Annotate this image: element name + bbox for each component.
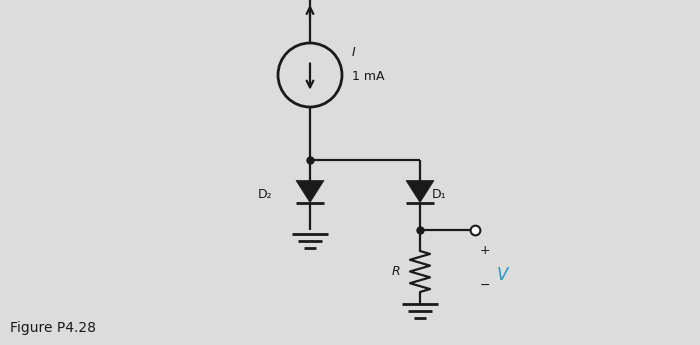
Text: I: I [352, 47, 356, 59]
Text: R: R [391, 265, 400, 278]
Text: −: − [480, 279, 491, 292]
Text: V: V [497, 266, 508, 284]
Text: 1 mA: 1 mA [352, 70, 384, 83]
Text: D₁: D₁ [432, 188, 447, 201]
Polygon shape [296, 180, 324, 203]
Text: Figure P4.28: Figure P4.28 [10, 321, 96, 335]
Polygon shape [406, 180, 434, 203]
Text: +: + [480, 244, 491, 257]
Text: D₂: D₂ [258, 188, 272, 201]
